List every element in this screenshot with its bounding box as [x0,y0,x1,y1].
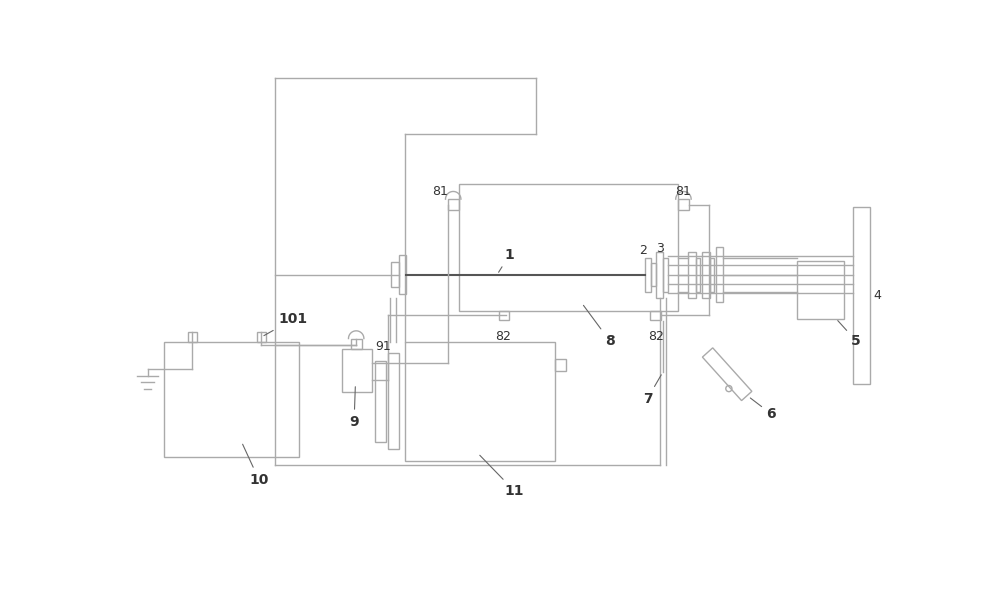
Bar [716,247,723,302]
Text: 6: 6 [750,398,776,421]
Text: 7: 7 [643,375,661,406]
Bar [188,332,197,341]
Text: 81: 81 [676,185,691,198]
Bar [342,349,372,392]
Bar [399,255,406,294]
Bar [656,252,663,297]
Bar [651,263,656,286]
Bar [645,258,651,291]
Bar [257,332,266,341]
Bar [663,258,668,291]
Text: 3: 3 [656,242,664,255]
Bar [702,252,710,297]
Bar [555,359,566,371]
Bar [853,207,870,384]
Text: 1: 1 [499,248,515,272]
Text: 11: 11 [480,456,524,498]
Text: 9: 9 [349,387,359,429]
Bar [391,262,399,287]
Bar [448,199,459,210]
Bar [678,199,689,210]
Bar [797,261,844,319]
Bar [702,348,752,401]
Text: 2: 2 [639,244,647,257]
Bar [499,311,509,320]
Bar [405,341,555,461]
Text: 82: 82 [649,330,664,343]
Bar [164,341,299,457]
Text: 10: 10 [243,444,269,487]
Text: 81: 81 [432,185,448,198]
Text: 8: 8 [583,305,615,348]
Bar [696,258,700,291]
Bar [388,353,399,450]
Bar [351,338,362,349]
Bar [688,252,696,297]
Text: 82: 82 [495,330,511,343]
Text: 5: 5 [838,320,861,348]
Bar [650,311,661,320]
Bar [710,258,714,291]
Bar [375,361,386,442]
Text: 4: 4 [874,289,882,302]
Text: 91: 91 [375,340,391,353]
Text: 101: 101 [264,313,308,335]
Bar [459,184,678,311]
